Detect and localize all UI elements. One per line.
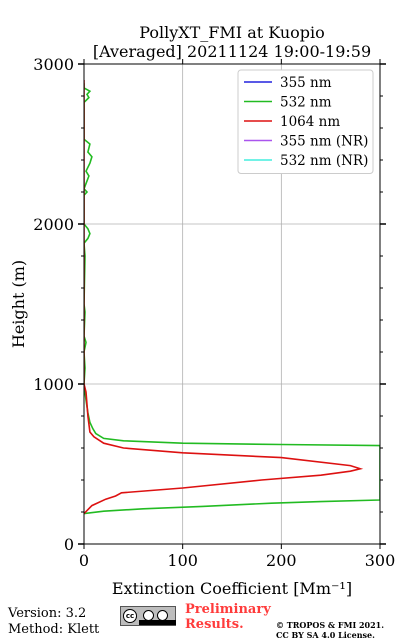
copyright-notice: © TROPOS & FMI 2021. CC BY SA 4.0 Licens… bbox=[276, 620, 384, 640]
legend-label: 355 nm (NR) bbox=[280, 134, 368, 150]
plot-frame bbox=[83, 63, 381, 545]
method-text: Method: Klett bbox=[8, 622, 100, 637]
chart-title: PollyXT_FMI at Kuopio bbox=[139, 23, 325, 42]
y-tick-label: 0 bbox=[64, 535, 74, 554]
legend: 355 nm 532 nm 1064 nm 355 nm (NR) 532 nm (NR… bbox=[237, 69, 374, 174]
x-tick-label: 300 bbox=[365, 551, 396, 570]
copyright-line1: © TROPOS & FMI 2021. bbox=[276, 620, 385, 630]
series-line-1064-nm bbox=[84, 80, 364, 515]
copyright-line2: CC BY SA 4.0 License. bbox=[276, 630, 375, 640]
legend-label: 532 nm (NR) bbox=[280, 153, 368, 169]
chart-subtitle: [Averaged] 20211124 19:00-19:59 bbox=[93, 42, 371, 61]
y-tick-label: 1000 bbox=[33, 375, 74, 394]
legend-label: 1064 nm bbox=[280, 114, 340, 130]
preliminary-line1: Preliminary bbox=[185, 602, 271, 617]
y-tick-label: 2000 bbox=[33, 215, 74, 234]
version-text: Version: 3.2 bbox=[8, 606, 87, 621]
chart: PollyXT_FMI at Kuopio [Averaged] 2021112… bbox=[9, 23, 395, 598]
cc-by-sa-logo: cc bbox=[120, 606, 176, 626]
legend-box bbox=[237, 69, 374, 174]
preliminary-line2: Results. bbox=[185, 617, 244, 632]
y-axis-label: Height (m) bbox=[9, 260, 28, 348]
x-tick-label: 0 bbox=[79, 551, 89, 570]
legend-label: 355 nm bbox=[280, 75, 332, 91]
x-axis-label: Extinction Coefficient [Mm⁻¹] bbox=[112, 579, 352, 598]
x-tick-label: 100 bbox=[167, 551, 198, 570]
x-tick-label: 200 bbox=[266, 551, 297, 570]
legend-label: 532 nm bbox=[280, 95, 332, 111]
y-tick-label: 3000 bbox=[33, 55, 74, 74]
preliminary-notice: Preliminary Results. bbox=[185, 602, 271, 632]
